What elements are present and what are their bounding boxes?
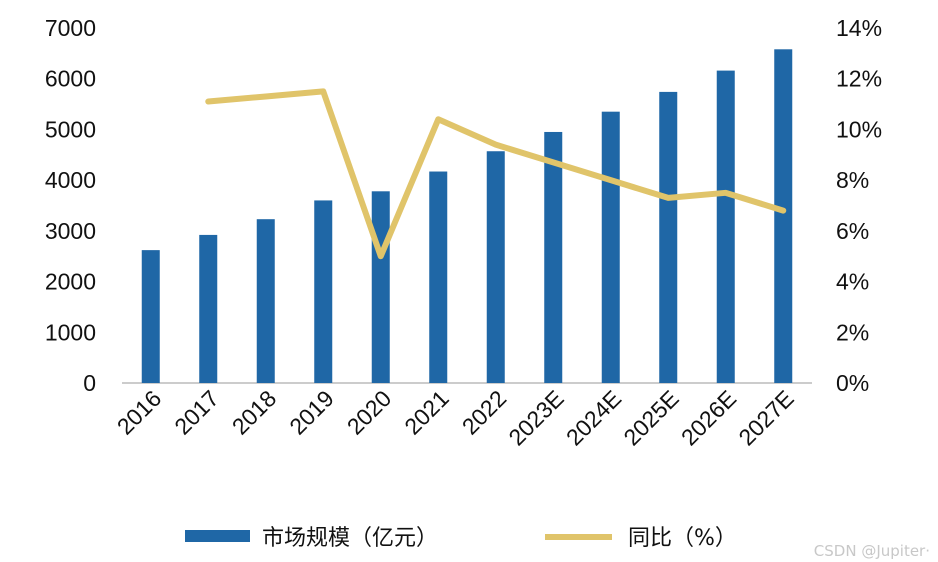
right-tick-label: 14% xyxy=(836,15,882,41)
left-tick-label: 6000 xyxy=(45,66,96,92)
category-label: 2019 xyxy=(284,385,339,440)
bar xyxy=(659,91,678,384)
bar xyxy=(601,111,620,383)
legend-bar-label: 市场规模（亿元） xyxy=(262,526,438,551)
category-labels: 2016 2017 2018 2019 2020 2021 20222023E2024E20… xyxy=(112,385,799,450)
bar xyxy=(486,151,505,383)
bar xyxy=(429,171,448,383)
watermark-text: CSDN @Jupiter· xyxy=(814,542,930,560)
legend-bar-swatch xyxy=(185,530,250,542)
category-label: 2027E xyxy=(733,385,798,450)
bar xyxy=(774,49,793,384)
line-series xyxy=(205,88,787,260)
right-tick-label: 6% xyxy=(836,218,869,244)
bar xyxy=(544,131,563,383)
left-tick-label: 3000 xyxy=(45,218,96,244)
bar xyxy=(314,200,333,383)
bar xyxy=(371,191,390,383)
bar xyxy=(256,219,275,383)
category-label: 2023E xyxy=(503,385,568,450)
left-tick-label: 7000 xyxy=(45,15,96,41)
right-tick-label: 12% xyxy=(836,66,882,92)
legend: 市场规模（亿元） 同比（%） xyxy=(185,526,737,551)
left-tick-label: 4000 xyxy=(45,167,96,193)
left-tick-label: 5000 xyxy=(45,116,96,142)
right-tick-label: 4% xyxy=(836,269,869,295)
category-label: 2024E xyxy=(561,385,626,450)
category-label: 2021 xyxy=(399,385,454,440)
left-axis-ticks: 0 1000 2000 3000 4000 5000 6000 7000 xyxy=(45,15,96,396)
category-label: 2018 xyxy=(227,385,282,440)
right-tick-label: 8% xyxy=(836,167,869,193)
bar xyxy=(716,70,735,383)
bar xyxy=(199,234,218,383)
category-label: 2017 xyxy=(169,385,224,440)
category-label: 2020 xyxy=(342,385,397,440)
left-tick-label: 0 xyxy=(83,370,96,396)
category-label: 2026E xyxy=(676,385,741,450)
left-tick-label: 1000 xyxy=(45,319,96,345)
bar xyxy=(141,250,160,383)
right-tick-label: 0% xyxy=(836,370,869,396)
left-tick-label: 2000 xyxy=(45,269,96,295)
bar-series xyxy=(141,49,793,384)
category-label: 2025E xyxy=(618,385,683,450)
right-tick-label: 2% xyxy=(836,319,869,345)
legend-line-label: 同比（%） xyxy=(628,526,737,551)
category-label: 2016 xyxy=(112,385,167,440)
right-axis-ticks: 0% 2% 4% 6% 8% 10% 12% 14% xyxy=(836,15,882,396)
right-tick-label: 10% xyxy=(836,116,882,142)
